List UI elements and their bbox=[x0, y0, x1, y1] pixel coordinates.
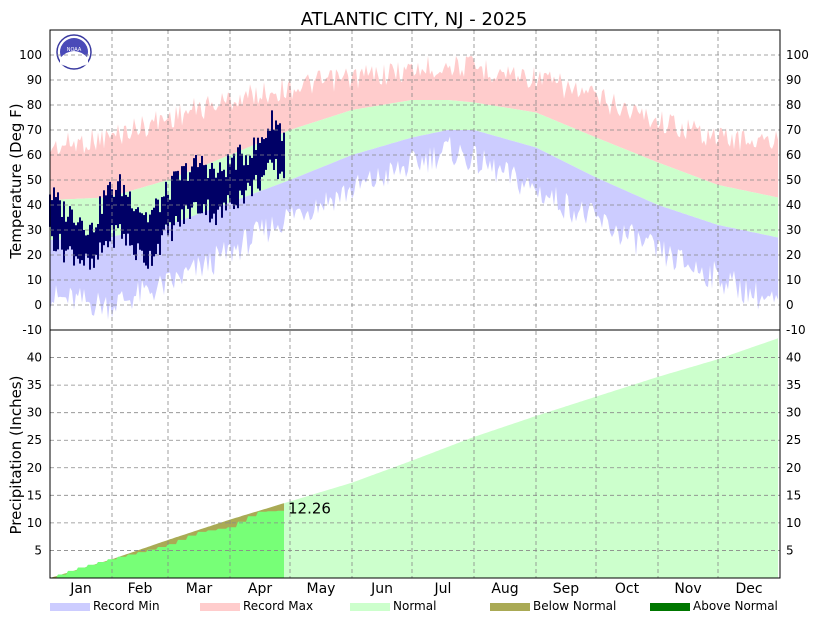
noaa-logo-text: NOAA bbox=[67, 47, 82, 53]
observed-precip-area bbox=[50, 510, 284, 578]
precip-tick-label-left: 15 bbox=[27, 488, 42, 502]
legend-item: Above Normal bbox=[650, 599, 778, 613]
month-label: Jul bbox=[434, 581, 452, 597]
legend-swatch bbox=[50, 603, 90, 611]
precipitation-panel: 12.26 5 5 10 10 15 15 20 20 25 25 30 30 35 35 40 40 bbox=[27, 338, 802, 578]
temperature-tick-label-right: 60 bbox=[786, 148, 801, 162]
month-gridlines bbox=[111, 30, 719, 578]
legend-item: Record Min bbox=[50, 599, 160, 613]
month-label: Aug bbox=[491, 581, 518, 597]
plot-frame bbox=[49, 29, 781, 579]
temperature-tick-label-left: 80 bbox=[27, 98, 42, 112]
legend-item: Record Max bbox=[200, 599, 313, 613]
temperature-tick-label-right: 90 bbox=[786, 73, 801, 87]
record-min-band bbox=[50, 130, 778, 320]
precip-tick-label-right: 5 bbox=[786, 543, 794, 557]
legend-label: Record Min bbox=[93, 599, 160, 613]
temperature-tick-label-left: 40 bbox=[27, 198, 42, 212]
month-label: Sep bbox=[553, 581, 580, 597]
temperature-tick-label-right: 0 bbox=[786, 298, 794, 312]
temperature-tick-label-right: 80 bbox=[786, 98, 801, 112]
precip-tick-label-left: 5 bbox=[34, 543, 42, 557]
month-label: Jan bbox=[69, 581, 92, 597]
normal-precip-area bbox=[50, 338, 778, 578]
legend-swatch bbox=[200, 603, 240, 611]
temperature-tick-label-left: 10 bbox=[27, 273, 42, 287]
temperature-tick-label-right: 40 bbox=[786, 198, 801, 212]
legend-label: Below Normal bbox=[533, 599, 616, 613]
temperature-tick-label-right: 100 bbox=[786, 48, 809, 62]
precip-tick-label-right: 30 bbox=[786, 406, 801, 420]
legend-item: Normal bbox=[350, 599, 436, 613]
temperature-tick-label-left: 60 bbox=[27, 148, 42, 162]
legend-swatch bbox=[490, 603, 530, 611]
precip-tick-label-left: 10 bbox=[27, 516, 42, 530]
temperature-tick-label-left: -10 bbox=[22, 323, 42, 337]
temperature-axis-label: Temperature (Deg F) bbox=[7, 103, 25, 259]
temperature-tick-label-right: 30 bbox=[786, 223, 801, 237]
month-label: Dec bbox=[735, 581, 762, 597]
month-label: Jun bbox=[370, 581, 393, 597]
precip-tick-label-left: 25 bbox=[27, 433, 42, 447]
legend-swatch bbox=[650, 603, 690, 611]
month-axis: Jan Feb Mar Apr May Jun Jul Aug Sep Oct Nov Dec bbox=[69, 581, 762, 597]
temperature-tick-label-left: 0 bbox=[34, 298, 42, 312]
temperature-tick-label-left: 100 bbox=[19, 48, 42, 62]
record-max-band bbox=[50, 55, 778, 201]
precip-tick-label-left: 20 bbox=[27, 461, 42, 475]
month-label: May bbox=[307, 581, 336, 597]
precip-tick-label-left: 35 bbox=[27, 378, 42, 392]
precip-tick-label-left: 30 bbox=[27, 406, 42, 420]
chart-title: ATLANTIC CITY, NJ - 2025 bbox=[301, 9, 528, 30]
temperature-tick-label-right: -10 bbox=[786, 323, 806, 337]
temperature-tick-label-left: 90 bbox=[27, 73, 42, 87]
precip-tick-label-right: 40 bbox=[786, 351, 801, 365]
precip-tick-label-right: 35 bbox=[786, 378, 801, 392]
month-label: Feb bbox=[128, 581, 153, 597]
temperature-tick-label-right: 70 bbox=[786, 123, 801, 137]
precipitation-axis-label: Precipitation (Inches) bbox=[7, 376, 25, 535]
temperature-panel: -10 -10 0 0 10 10 20 20 30 30 40 40 50 50 60 60 70 70 80 80… bbox=[19, 48, 809, 337]
legend: Record Min Record Max Normal Below Normal Ab… bbox=[50, 599, 778, 613]
legend-label: Above Normal bbox=[693, 599, 778, 613]
legend-label: Normal bbox=[393, 599, 436, 613]
noaa-logo: NOAA bbox=[56, 34, 92, 70]
precip-tick-label-right: 25 bbox=[786, 433, 801, 447]
temperature-tick-label-left: 20 bbox=[27, 248, 42, 262]
legend-item: Below Normal bbox=[490, 599, 616, 613]
month-label: Oct bbox=[615, 581, 640, 597]
temperature-grid: -10 -10 0 0 10 10 20 20 30 30 40 40 50 50 60 60 70 70 80 80… bbox=[19, 48, 809, 337]
month-label: Apr bbox=[248, 581, 272, 597]
precip-tick-label-right: 20 bbox=[786, 461, 801, 475]
temperature-tick-label-left: 70 bbox=[27, 123, 42, 137]
temperature-tick-label-left: 50 bbox=[27, 173, 42, 187]
precip-total-annotation: 12.26 bbox=[288, 499, 331, 517]
month-label: Mar bbox=[186, 581, 213, 597]
legend-swatch bbox=[350, 603, 390, 611]
precip-tick-label-left: 40 bbox=[27, 351, 42, 365]
temperature-tick-label-right: 10 bbox=[786, 273, 801, 287]
precipitation-grid: 5 5 10 10 15 15 20 20 25 25 30 30 35 35 40 40 bbox=[27, 351, 802, 558]
precip-tick-label-right: 15 bbox=[786, 488, 801, 502]
observed-temperature-series bbox=[49, 110, 285, 270]
temperature-tick-label-left: 30 bbox=[27, 223, 42, 237]
legend-label: Record Max bbox=[243, 599, 313, 613]
precip-tick-label-right: 10 bbox=[786, 516, 801, 530]
temperature-tick-label-right: 50 bbox=[786, 173, 801, 187]
month-label: Nov bbox=[674, 581, 701, 597]
temperature-tick-label-right: 20 bbox=[786, 248, 801, 262]
